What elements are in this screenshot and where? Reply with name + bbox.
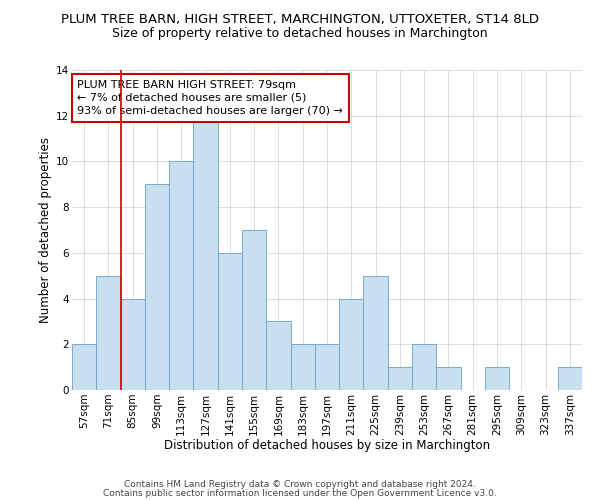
Y-axis label: Number of detached properties: Number of detached properties xyxy=(39,137,52,323)
Text: Contains HM Land Registry data © Crown copyright and database right 2024.: Contains HM Land Registry data © Crown c… xyxy=(124,480,476,489)
Bar xyxy=(290,344,315,390)
Bar xyxy=(242,230,266,390)
Bar xyxy=(96,276,121,390)
Bar xyxy=(388,367,412,390)
Text: PLUM TREE BARN, HIGH STREET, MARCHINGTON, UTTOXETER, ST14 8LD: PLUM TREE BARN, HIGH STREET, MARCHINGTON… xyxy=(61,12,539,26)
Bar xyxy=(315,344,339,390)
Bar xyxy=(339,298,364,390)
Bar xyxy=(218,253,242,390)
Bar xyxy=(558,367,582,390)
Text: PLUM TREE BARN HIGH STREET: 79sqm
← 7% of detached houses are smaller (5)
93% of: PLUM TREE BARN HIGH STREET: 79sqm ← 7% o… xyxy=(77,80,343,116)
Text: Contains public sector information licensed under the Open Government Licence v3: Contains public sector information licen… xyxy=(103,488,497,498)
Bar xyxy=(436,367,461,390)
Bar xyxy=(485,367,509,390)
Bar xyxy=(169,162,193,390)
Bar xyxy=(266,322,290,390)
Bar xyxy=(412,344,436,390)
Bar xyxy=(193,116,218,390)
Text: Size of property relative to detached houses in Marchington: Size of property relative to detached ho… xyxy=(112,28,488,40)
X-axis label: Distribution of detached houses by size in Marchington: Distribution of detached houses by size … xyxy=(164,439,490,452)
Bar xyxy=(364,276,388,390)
Bar xyxy=(121,298,145,390)
Bar xyxy=(145,184,169,390)
Bar xyxy=(72,344,96,390)
